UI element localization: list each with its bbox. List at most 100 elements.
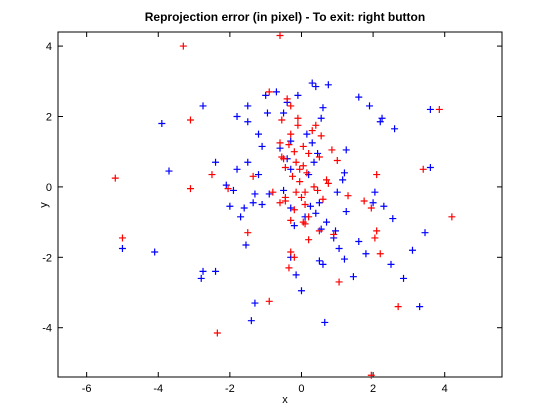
plus-marker: [416, 303, 424, 311]
plus-marker: [199, 267, 207, 275]
plus-marker: [258, 142, 266, 150]
plus-marker: [287, 204, 295, 212]
plus-marker: [158, 120, 166, 128]
plus-marker: [426, 105, 434, 113]
plus-marker: [408, 246, 416, 254]
plus-marker: [290, 253, 298, 261]
plus-marker: [208, 171, 216, 179]
plus-marker: [151, 248, 159, 256]
plus-marker: [285, 141, 293, 149]
plus-marker: [251, 299, 259, 307]
plus-marker: [301, 220, 309, 228]
x-axis-label: x: [282, 394, 288, 406]
plus-marker: [305, 213, 313, 221]
plus-marker: [355, 93, 363, 101]
plus-marker: [314, 186, 322, 194]
plus-marker: [317, 114, 325, 122]
plus-marker: [303, 130, 311, 138]
plus-marker: [371, 234, 379, 242]
plus-marker: [276, 139, 284, 147]
plus-marker: [197, 274, 205, 282]
plus-marker: [290, 148, 298, 156]
plus-marker: [369, 199, 377, 207]
plus-marker: [165, 167, 173, 175]
plus-marker: [330, 230, 338, 238]
plus-marker: [249, 172, 257, 180]
plus-marker: [317, 225, 325, 233]
plus-marker: [276, 32, 284, 40]
plus-marker: [294, 114, 302, 122]
plus-marker: [287, 216, 295, 224]
plus-marker: [199, 102, 207, 110]
plus-marker: [319, 195, 327, 203]
plus-marker: [373, 227, 381, 235]
plus-marker: [281, 164, 289, 172]
plus-marker: [297, 287, 305, 295]
plus-marker: [299, 142, 307, 150]
plus-marker: [426, 164, 434, 172]
plus-marker: [342, 208, 350, 216]
plus-marker: [244, 102, 252, 110]
plus-marker: [448, 213, 456, 221]
plus-marker: [303, 169, 311, 177]
plus-marker: [373, 171, 381, 179]
plus-marker: [360, 197, 368, 205]
plus-marker: [213, 329, 221, 337]
plus-marker: [323, 218, 331, 226]
plus-marker: [244, 158, 252, 166]
plus-marker: [111, 174, 119, 182]
plus-marker: [305, 149, 313, 157]
plus-marker: [237, 213, 245, 221]
plus-marker: [296, 178, 304, 186]
x-tick-label: 0: [298, 383, 304, 395]
plus-marker: [421, 229, 429, 237]
plus-marker: [317, 132, 325, 140]
plus-marker: [287, 102, 295, 110]
plus-marker: [280, 186, 288, 194]
plus-marker: [249, 199, 257, 207]
plus-marker: [281, 197, 289, 205]
plus-marker: [222, 181, 230, 189]
plus-marker: [308, 79, 316, 87]
plus-marker: [340, 255, 348, 263]
plus-marker: [324, 179, 332, 187]
chart-title: Reprojection error (in pixel) - To exit:…: [145, 10, 425, 24]
plot-area-frame: [57, 31, 503, 378]
x-tick-label: -6: [82, 383, 92, 395]
series-2: [111, 32, 456, 379]
plus-marker: [244, 118, 252, 126]
plus-marker: [305, 236, 313, 244]
plus-marker: [212, 158, 220, 166]
plus-marker: [226, 202, 234, 210]
plus-marker: [118, 245, 126, 253]
plus-marker: [224, 185, 232, 193]
plus-marker: [290, 222, 298, 230]
plus-marker: [242, 241, 250, 249]
plus-marker: [255, 130, 263, 138]
plus-marker: [371, 188, 379, 196]
plus-marker: [294, 91, 302, 99]
plus-marker: [297, 193, 305, 201]
y-tick-label: -4: [42, 323, 52, 335]
plus-marker: [310, 183, 318, 191]
plus-marker: [312, 209, 320, 217]
plus-marker: [335, 245, 343, 253]
plus-marker: [366, 102, 374, 110]
y-tick-label: 4: [46, 41, 52, 53]
plus-marker: [289, 172, 297, 180]
plus-marker: [339, 176, 347, 184]
plus-marker: [294, 121, 302, 129]
plus-marker: [308, 127, 316, 135]
plus-marker: [391, 125, 399, 133]
data-markers: [111, 32, 456, 379]
plus-marker: [312, 121, 320, 129]
plus-marker: [301, 188, 309, 196]
plus-marker: [389, 215, 397, 223]
plus-marker: [255, 171, 263, 179]
plus-marker: [287, 165, 295, 173]
plus-marker: [287, 130, 295, 138]
plus-marker: [258, 201, 266, 208]
plus-marker: [378, 114, 386, 122]
x-tick-label: -2: [225, 383, 235, 395]
plus-marker: [380, 202, 388, 210]
